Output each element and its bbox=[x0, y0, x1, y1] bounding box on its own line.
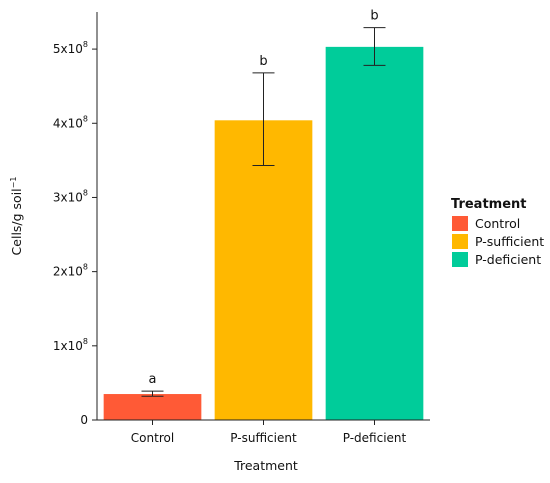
significance-label: b bbox=[259, 54, 267, 69]
bar-control bbox=[103, 394, 202, 420]
x-tick-label: P-deficient bbox=[343, 431, 407, 445]
x-tick-label: Control bbox=[131, 431, 174, 445]
bar-p-deficient bbox=[325, 46, 424, 421]
legend-title: Treatment bbox=[451, 197, 527, 212]
y-tick-label: 0 bbox=[80, 413, 88, 427]
y-axis-title-superscript: −1 bbox=[9, 177, 18, 189]
error-bar bbox=[363, 27, 386, 66]
x-tick-label: P-sufficient bbox=[230, 431, 297, 445]
legend-swatch bbox=[452, 216, 468, 231]
y-axis-title-main: Cells/g soil bbox=[9, 188, 24, 255]
y-axis-title: Cells/g soil−1 bbox=[9, 177, 24, 256]
bar-p-sufficient bbox=[214, 120, 313, 421]
x-axis-ticks: Control P-sufficient P-deficient bbox=[131, 420, 407, 445]
legend-label: P-deficient bbox=[475, 252, 541, 267]
x-axis-title: Treatment bbox=[233, 458, 298, 473]
error-bar bbox=[252, 72, 275, 167]
legend-label: Control bbox=[475, 216, 520, 231]
y-axis-ticks: 0 1x108 2x108 3x108 4x108 5x108 bbox=[53, 40, 97, 427]
significance-label: a bbox=[149, 372, 157, 387]
y-tick-label: 5x108 bbox=[53, 40, 88, 56]
legend-swatch bbox=[452, 234, 468, 249]
significance-label: b bbox=[370, 9, 378, 24]
y-tick-label: 4x108 bbox=[53, 114, 88, 130]
error-bar bbox=[141, 390, 164, 397]
legend: Treatment Control P-sufficient P-deficient bbox=[451, 197, 544, 267]
legend-label: P-sufficient bbox=[475, 234, 544, 249]
y-tick-label: 2x108 bbox=[53, 263, 88, 279]
y-tick-label: 3x108 bbox=[53, 188, 88, 204]
y-tick-label: 1x108 bbox=[53, 337, 88, 353]
legend-swatch bbox=[452, 252, 468, 267]
plot-area: a b b bbox=[103, 9, 424, 421]
